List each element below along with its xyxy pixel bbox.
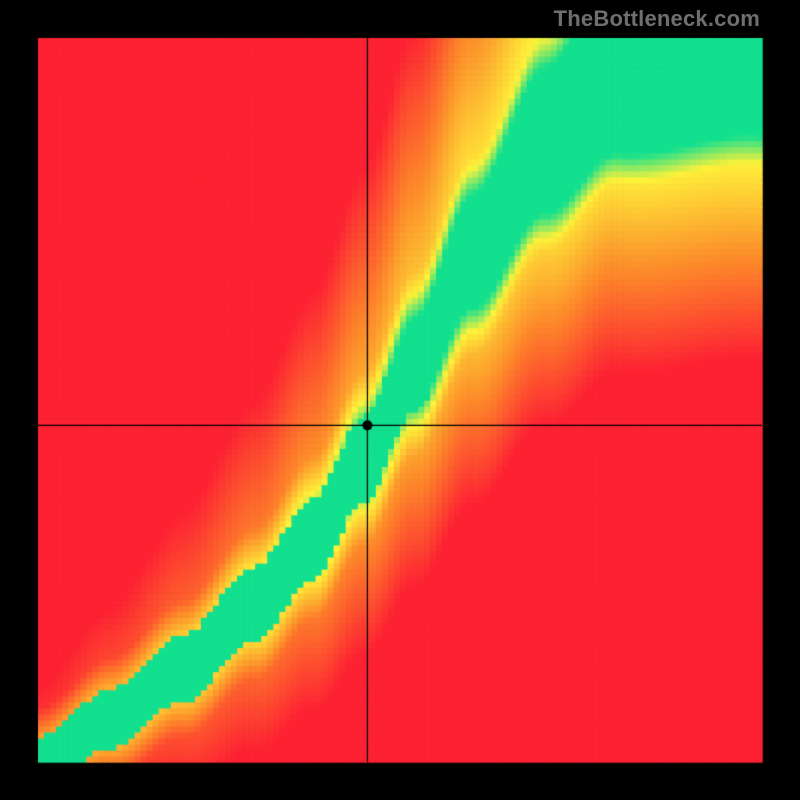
watermark-text: TheBottleneck.com bbox=[554, 6, 760, 32]
bottleneck-heatmap bbox=[0, 0, 800, 800]
